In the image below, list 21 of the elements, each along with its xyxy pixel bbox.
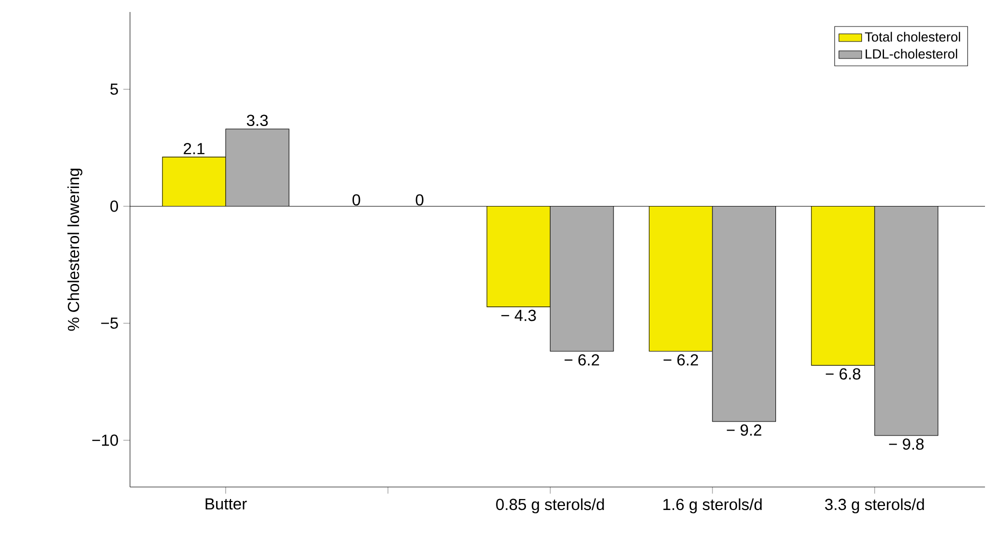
y-tick-label: −10	[92, 434, 118, 446]
x-tick-label: 1.6 g sterols/d	[663, 498, 762, 514]
data-label: − 4.3	[501, 310, 536, 322]
x-tick-label: Butter	[206, 498, 247, 510]
y-tick-label: 0	[110, 200, 118, 212]
y-tick-label: 5	[110, 84, 118, 95]
data-label: 2.1	[184, 142, 204, 154]
data-label: − 6.8	[826, 368, 860, 380]
data-label: − 9.8	[889, 438, 924, 450]
data-label: − 6.2	[564, 354, 600, 366]
data-label: − 9.2	[726, 424, 762, 436]
legend-label: LDL-cholesterol	[866, 48, 958, 59]
y-axis-title: % Cholesterol lowering	[67, 168, 82, 331]
x-tick-label: 0.85 g sterols/d	[496, 498, 604, 514]
data-label: 0	[416, 194, 424, 206]
data-label: − 6.2	[664, 354, 698, 366]
legend-label: Total cholesterol	[864, 32, 960, 42]
x-tick-label: 3.3 g sterols/d	[825, 498, 924, 514]
data-label: 0	[352, 194, 360, 206]
data-label: 3.3	[246, 114, 268, 126]
y-tick-label: −5	[101, 318, 118, 329]
